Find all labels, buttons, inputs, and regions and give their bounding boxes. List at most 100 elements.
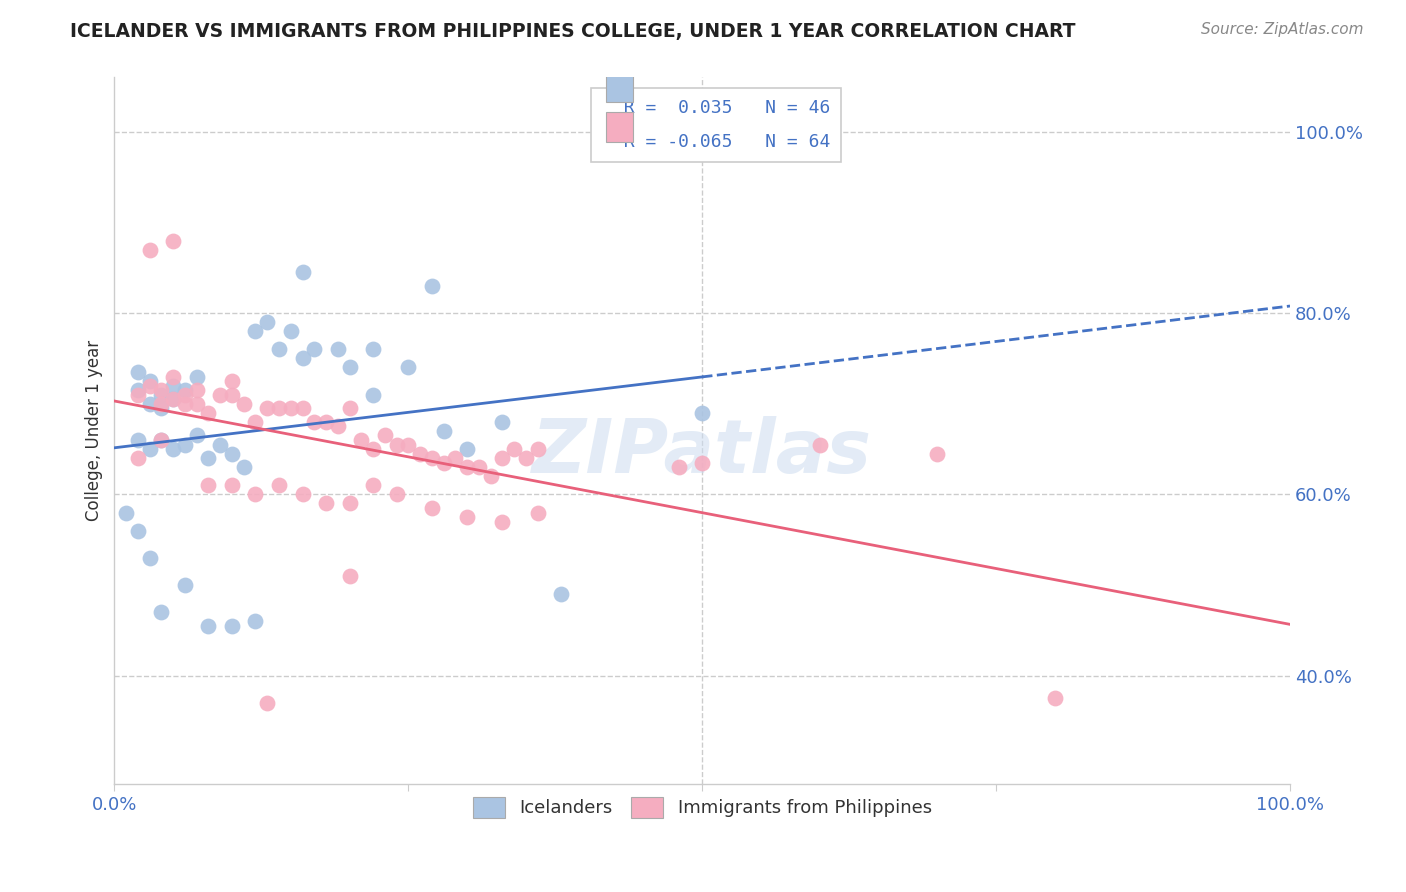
Point: [162, 234, 184, 248]
Point: [150, 387, 173, 401]
Point: [267, 343, 290, 357]
Point: [432, 456, 454, 470]
Point: [374, 428, 396, 442]
Point: [127, 387, 149, 401]
Point: [127, 451, 149, 466]
Point: [491, 515, 513, 529]
Point: [690, 456, 713, 470]
Point: [232, 460, 254, 475]
Point: [197, 406, 219, 420]
Point: [280, 401, 302, 416]
FancyBboxPatch shape: [606, 71, 633, 103]
Point: [396, 437, 419, 451]
Point: [291, 351, 314, 366]
Point: [127, 433, 149, 447]
Legend: Icelanders, Immigrants from Philippines: Icelanders, Immigrants from Philippines: [465, 789, 939, 825]
FancyBboxPatch shape: [606, 112, 633, 143]
Point: [209, 387, 232, 401]
Point: [115, 506, 138, 520]
Point: [162, 442, 184, 456]
Point: [186, 397, 208, 411]
Point: [550, 587, 572, 601]
Point: [256, 315, 278, 329]
Point: [232, 397, 254, 411]
Point: [186, 383, 208, 397]
Point: [162, 392, 184, 407]
Point: [1043, 691, 1066, 706]
Point: [162, 369, 184, 384]
Y-axis label: College, Under 1 year: College, Under 1 year: [86, 341, 103, 522]
Point: [138, 550, 160, 565]
Text: ICELANDER VS IMMIGRANTS FROM PHILIPPINES COLLEGE, UNDER 1 YEAR CORRELATION CHART: ICELANDER VS IMMIGRANTS FROM PHILIPPINES…: [70, 22, 1076, 41]
Point: [138, 243, 160, 257]
Point: [150, 401, 173, 416]
Point: [361, 343, 384, 357]
Point: [808, 437, 831, 451]
Point: [162, 392, 184, 407]
Text: ZIPatlas: ZIPatlas: [533, 416, 872, 489]
Point: [339, 360, 361, 375]
Point: [420, 279, 443, 293]
Point: [339, 496, 361, 510]
Point: [315, 415, 337, 429]
Point: [396, 360, 419, 375]
Point: [479, 469, 502, 483]
Point: [186, 369, 208, 384]
Point: [138, 397, 160, 411]
Point: [245, 324, 267, 338]
Point: [127, 383, 149, 397]
Point: [456, 460, 478, 475]
Point: [162, 378, 184, 392]
Point: [150, 383, 173, 397]
Point: [138, 378, 160, 392]
Point: [304, 343, 326, 357]
Point: [420, 451, 443, 466]
Point: [256, 401, 278, 416]
Point: [197, 478, 219, 492]
Point: [245, 614, 267, 628]
Point: [361, 442, 384, 456]
Point: [127, 365, 149, 379]
Point: [491, 415, 513, 429]
Point: [690, 406, 713, 420]
Point: [197, 619, 219, 633]
Point: [221, 374, 243, 388]
Point: [221, 387, 243, 401]
Point: [174, 387, 197, 401]
Point: [456, 442, 478, 456]
Point: [444, 451, 467, 466]
Point: [186, 428, 208, 442]
Point: [339, 401, 361, 416]
Point: [256, 696, 278, 710]
Point: [385, 437, 408, 451]
Point: [304, 415, 326, 429]
Point: [526, 506, 548, 520]
Point: [491, 451, 513, 466]
Point: [267, 478, 290, 492]
Point: [420, 500, 443, 515]
Text: R =  0.035   N = 46
  R = -0.065   N = 64: R = 0.035 N = 46 R = -0.065 N = 64: [602, 99, 831, 152]
Point: [174, 383, 197, 397]
Point: [197, 451, 219, 466]
Point: [138, 442, 160, 456]
Point: [174, 578, 197, 592]
Point: [385, 487, 408, 501]
Point: [503, 442, 526, 456]
Point: [150, 605, 173, 619]
Point: [291, 487, 314, 501]
Point: [209, 437, 232, 451]
Point: [127, 524, 149, 538]
Point: [291, 265, 314, 279]
Point: [150, 433, 173, 447]
Point: [221, 478, 243, 492]
Point: [267, 401, 290, 416]
Point: [350, 433, 373, 447]
Text: Source: ZipAtlas.com: Source: ZipAtlas.com: [1201, 22, 1364, 37]
Point: [432, 424, 454, 438]
Point: [468, 460, 491, 475]
Point: [221, 619, 243, 633]
Point: [245, 487, 267, 501]
Point: [150, 433, 173, 447]
Point: [668, 460, 690, 475]
Point: [245, 415, 267, 429]
